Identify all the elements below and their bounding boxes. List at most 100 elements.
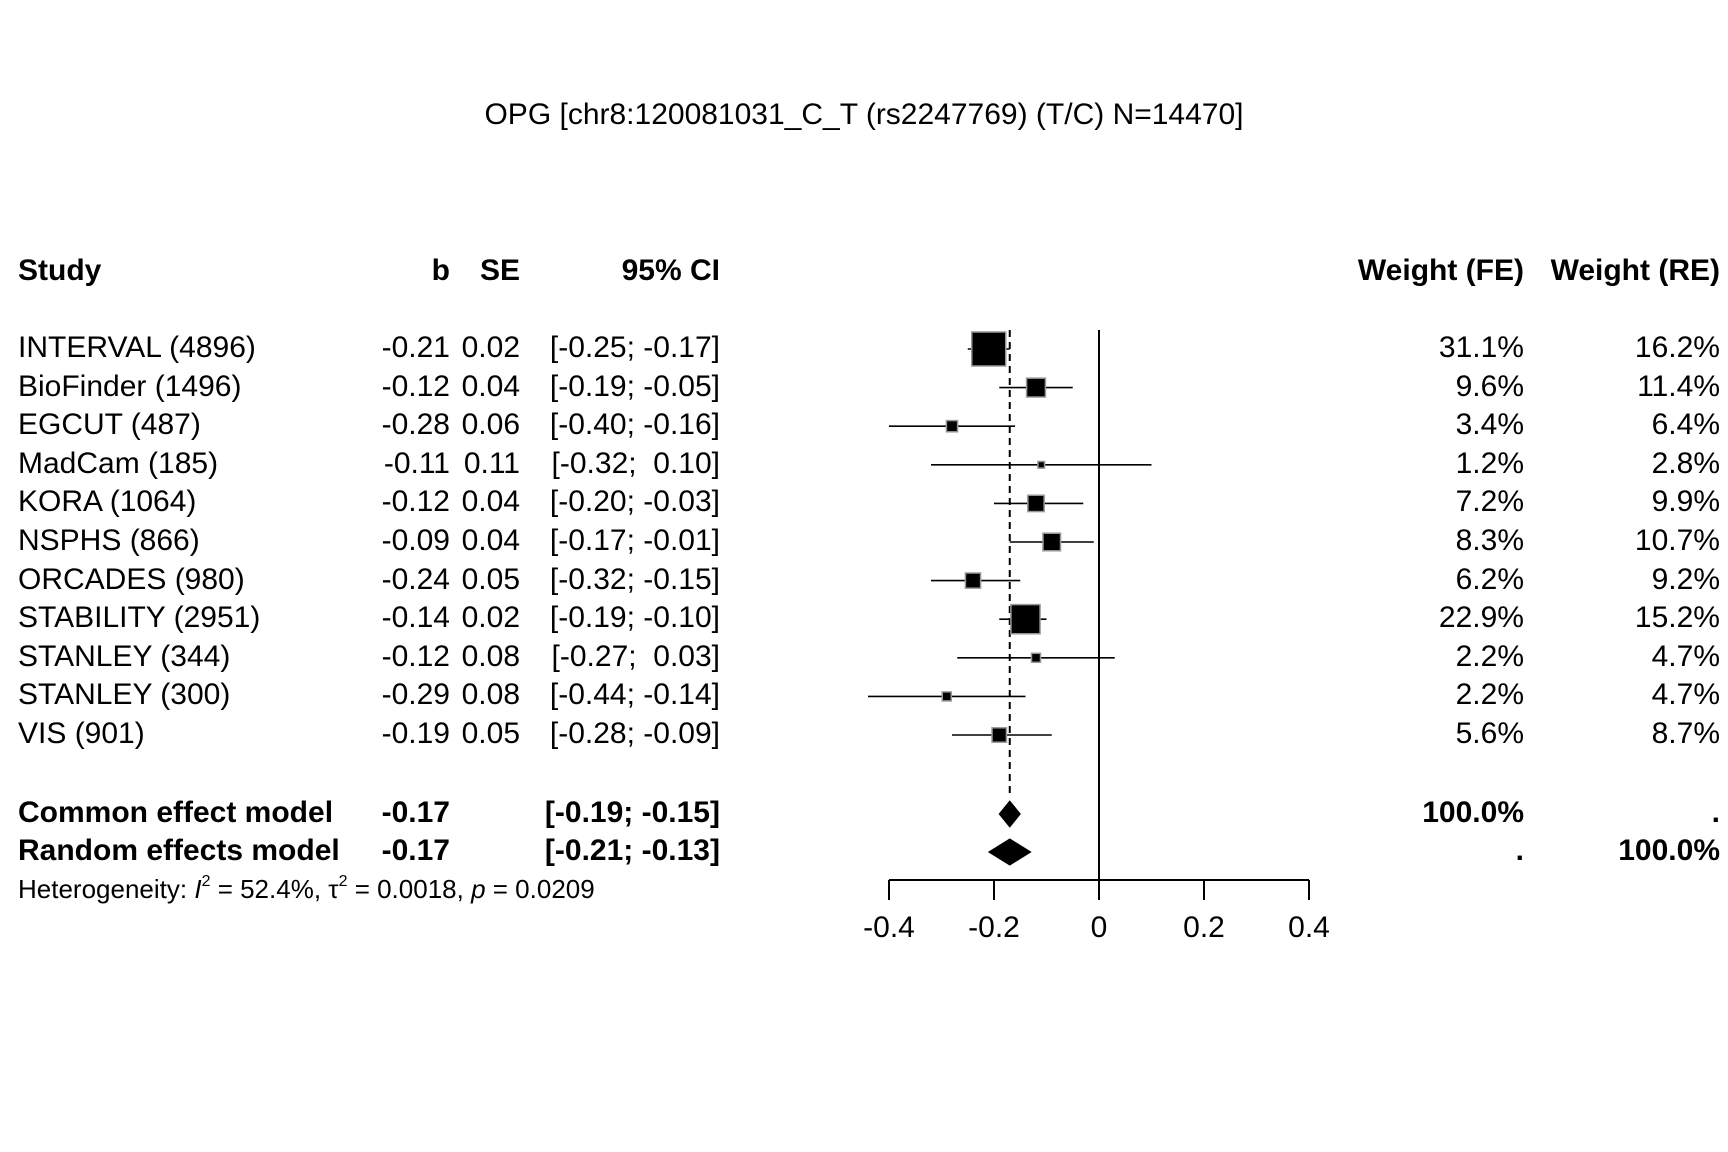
study-name: KORA (1064) [18,485,197,519]
het-tau2-sup: 2 [338,873,348,890]
header-se: SE [479,254,520,287]
study-ci: [-0.32; 0.10] [551,446,720,480]
random-model-label: Random effects model [18,834,340,867]
x-tick-label: 0.4 [1288,911,1330,944]
x-tick-label: 0 [1091,911,1108,944]
study-point [971,331,1007,367]
study-ci: [-0.40; -0.16] [549,408,720,442]
chart-title: OPG [chr8:120081031_C_T (rs2247769) (T/C… [484,98,1244,131]
common-model-label: Common effect model [18,796,334,829]
random-model-weight-re: 100.0% [1618,834,1720,867]
study-ci: [-0.44; -0.14] [549,678,720,712]
study-se: 0.08 [461,678,520,712]
het-tau2-value: = 0.0018, [347,874,472,904]
study-weight-fe: 8.3% [1455,524,1524,557]
study-b: -0.21 [381,331,450,364]
study-weight-fe: 7.2% [1455,485,1524,519]
x-tick-label: 0.2 [1183,911,1225,944]
study-b: -0.09 [381,524,450,557]
study-name: STANLEY (344) [18,639,231,673]
summary-diamond [998,800,1021,828]
study-se: 0.02 [461,601,520,635]
study-ci: [-0.19; -0.10] [549,601,720,635]
study-se: 0.04 [461,524,520,557]
study-name: STANLEY (300) [18,678,231,712]
study-se: 0.05 [461,717,520,750]
study-weight-fe: 9.6% [1455,369,1524,403]
study-point [1027,494,1045,513]
common-model-b: -0.17 [381,796,450,829]
study-se: 0.08 [461,639,520,673]
het-tau-symbol: τ [328,874,339,904]
study-point [1042,532,1062,552]
study-ci: [-0.32; -0.15] [549,562,720,596]
header-study: Study [18,254,102,287]
het-p-symbol: p [471,874,486,904]
study-weight-fe: 3.4% [1455,408,1524,442]
study-weight-re: 6.4% [1651,408,1720,442]
study-point [991,727,1008,743]
study-name: MadCam (185) [18,446,219,480]
study-b: -0.12 [381,369,450,403]
study-se: 0.05 [461,562,520,596]
study-weight-fe: 22.9% [1438,601,1524,635]
common-model-ci: [-0.19; -0.15] [544,796,720,829]
study-b: -0.12 [381,639,450,673]
het-i2-value: = 52.4%, [210,874,329,904]
header-weight-fe: Weight (FE) [1357,254,1524,287]
study-se: 0.04 [461,485,520,519]
header-weight-re: Weight (RE) [1550,254,1720,287]
study-se: 0.06 [461,408,520,442]
common-model-weight-fe: 100.0% [1422,796,1524,829]
header-ci: 95% CI [621,254,720,287]
study-point [964,572,982,589]
common-model-weight-re: . [1711,796,1720,829]
study-weight-fe: 1.2% [1455,446,1524,480]
study-weight-fe: 6.2% [1455,562,1524,596]
het-i-symbol: I [194,874,202,904]
study-weight-re: 4.7% [1651,678,1720,712]
header-b: b [431,254,450,287]
heterogeneity-text: Heterogeneity: I2 = 52.4%, τ2 = 0.0018, … [18,874,595,905]
study-name: VIS (901) [18,717,145,750]
study-point [941,691,953,702]
study-name: NSPHS (866) [18,524,200,557]
study-name: STABILITY (2951) [18,601,261,635]
study-weight-re: 11.4% [1637,369,1720,403]
x-tick-label: -0.2 [968,911,1020,944]
study-weight-fe: 2.2% [1455,639,1524,673]
study-name: BioFinder (1496) [18,369,242,403]
study-se: 0.11 [463,446,520,480]
het-p-value: = 0.0209 [485,874,595,904]
study-ci: [-0.20; -0.03] [549,485,720,519]
study-ci: [-0.17; -0.01] [549,524,720,557]
study-b: -0.11 [383,446,450,480]
study-point [1037,460,1046,469]
study-weight-re: 2.8% [1651,446,1720,480]
study-weight-fe: 2.2% [1455,678,1524,712]
study-ci: [-0.28; -0.09] [549,717,720,750]
study-weight-fe: 31.1% [1438,331,1524,364]
study-b: -0.14 [381,601,450,635]
study-b: -0.29 [381,678,450,712]
study-name: ORCADES (980) [18,562,245,596]
study-se: 0.04 [461,369,520,403]
study-ci: [-0.25; -0.17] [549,331,720,364]
study-b: -0.24 [381,562,450,596]
study-weight-re: 16.2% [1634,331,1720,364]
study-point [1030,652,1042,664]
study-se: 0.02 [461,331,520,364]
study-b: -0.12 [381,485,450,519]
random-model-weight-fe: . [1515,834,1524,867]
study-ci: [-0.27; 0.03] [551,639,720,673]
study-b: -0.28 [381,408,450,442]
random-model-ci: [-0.21; -0.13] [544,834,720,867]
study-name: INTERVAL (4896) [18,331,256,364]
study-point [1025,377,1047,398]
het-prefix: Heterogeneity: [18,874,195,904]
study-point [1010,603,1041,635]
summary-diamond [987,838,1032,866]
study-name: EGCUT (487) [18,408,201,442]
het-i2-sup: 2 [201,873,211,890]
